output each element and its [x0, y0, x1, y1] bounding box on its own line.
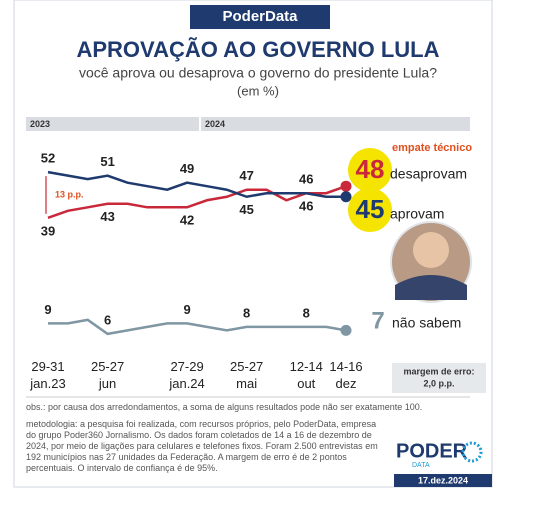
highlight: [348, 148, 392, 192]
x-tick-label: 12-14 out: [289, 359, 323, 391]
annotation: 13 p.p.: [55, 189, 84, 199]
margin-value: 2,0 p.p.: [423, 378, 454, 388]
end-value: 7: [371, 307, 384, 334]
end-marker: [340, 324, 352, 336]
data-label: 39: [41, 223, 55, 238]
period-label: 2023: [30, 119, 50, 129]
period-band: [26, 117, 470, 131]
data-label: 9: [44, 302, 51, 317]
data-label: 9: [183, 302, 190, 317]
series-line: [47, 170, 346, 199]
data-label: 42: [180, 213, 194, 228]
x-tick-label: 29-31 jan.23: [30, 359, 66, 391]
chart-title: APROVAÇÃO AO GOVERNO LULA: [76, 37, 439, 62]
period-label: 2024: [205, 119, 225, 129]
data-label: 8: [303, 305, 310, 320]
data-label: 49: [180, 161, 194, 176]
margin-title: margem de erro:: [403, 366, 474, 376]
highlight: [348, 188, 392, 232]
x-tick-label: 14-16 dez: [329, 359, 363, 391]
x-tick-label: 25-27 mai: [230, 359, 264, 391]
data-label: 46: [299, 199, 313, 214]
legend-label: não sabem: [392, 315, 461, 331]
legend-label: desaprovam: [390, 166, 467, 182]
data-label: 52: [41, 151, 55, 166]
data-label: 6: [104, 312, 111, 327]
data-label: 46: [299, 172, 313, 187]
end-value: 45: [356, 194, 385, 224]
series-line: [47, 185, 347, 220]
unit-note: (em %): [237, 83, 279, 98]
photo-face: [413, 232, 449, 268]
data-label: 43: [100, 209, 114, 224]
obs: obs.: por causa dos arredondamentos, a s…: [26, 402, 423, 412]
photo-body: [395, 275, 467, 300]
header: PoderData: [222, 8, 298, 25]
end-marker: [340, 191, 352, 203]
date-box: [394, 474, 492, 487]
data-label: 8: [243, 305, 250, 320]
x-tick-label: 25-27 jun: [90, 359, 125, 391]
logo-sub: DATA: [412, 462, 430, 469]
data-label: 47: [239, 168, 253, 183]
header-box: [190, 5, 330, 29]
annotation: empate técnico: [392, 142, 472, 154]
end-marker: [340, 180, 352, 192]
data-label: 45: [239, 202, 253, 217]
x-tick-label: 27-29 jan.24: [169, 359, 205, 391]
data-label: 51: [100, 154, 114, 169]
logo: PODER: [396, 440, 468, 462]
date: 17.dez.2024: [418, 475, 468, 485]
subtitle: você aprova ou desaprova o governo do pr…: [79, 65, 437, 81]
legend-label: aprovam: [390, 206, 444, 222]
margin-box: [392, 363, 486, 393]
metodologia: metodologia: a pesquisa foi realizada, c…: [26, 419, 378, 473]
series-line: [48, 318, 347, 336]
logo-mark: [461, 441, 483, 463]
end-value: 48: [356, 154, 385, 184]
